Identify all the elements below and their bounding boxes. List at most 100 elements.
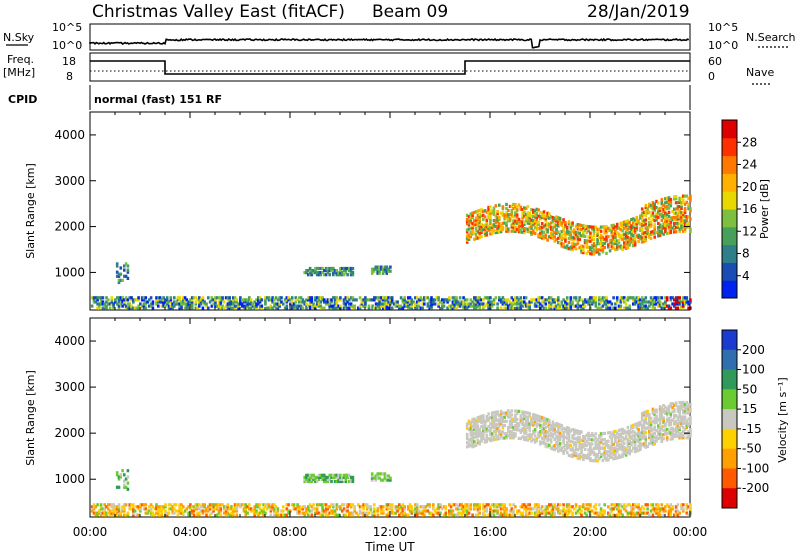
data-cell: [667, 423, 671, 427]
data-cell: [594, 296, 598, 300]
colorbar-swatch: [722, 262, 737, 281]
data-cell: [576, 437, 580, 442]
data-cell: [517, 219, 521, 223]
data-cell: [610, 451, 614, 455]
data-cell: [590, 250, 594, 254]
data-cell: [657, 505, 660, 509]
data-cell: [328, 266, 331, 271]
data-cell: [610, 439, 614, 443]
data-cell: [674, 302, 678, 306]
data-cell: [233, 505, 237, 509]
data-cell: [326, 266, 330, 271]
data-cell: [551, 228, 555, 232]
data-cell: [335, 302, 339, 306]
data-cell: [526, 426, 530, 430]
data-cell: [103, 507, 106, 511]
data-cell: [480, 235, 483, 239]
data-cell: [532, 437, 535, 442]
data-cell: [373, 306, 376, 310]
data-cell: [271, 505, 274, 509]
data-cell: [407, 300, 410, 304]
data-cell: [674, 306, 678, 310]
data-cell: [596, 459, 599, 463]
data-cell: [221, 306, 224, 310]
data-cell: [512, 425, 515, 430]
data-cell: [539, 217, 542, 221]
data-cell: [674, 207, 678, 211]
data-cell: [637, 432, 640, 436]
data-cell: [521, 503, 524, 507]
data-cell: [324, 477, 328, 481]
data-cell: [262, 503, 265, 507]
data-cell: [237, 503, 240, 507]
data-cell: [637, 507, 640, 511]
data-cell: [139, 302, 142, 306]
data-cell: [617, 232, 621, 236]
data-cell: [619, 221, 623, 225]
data-cell: [444, 513, 448, 517]
data-cell: [414, 509, 417, 513]
data-cell: [448, 296, 451, 300]
data-cell: [615, 505, 619, 509]
data-cell: [490, 423, 494, 428]
data-cell: [501, 419, 505, 424]
data-cell: [639, 447, 642, 451]
data-cell: [615, 222, 619, 226]
data-cell: [269, 298, 273, 302]
data-cell: [658, 509, 662, 513]
data-cell: [605, 450, 608, 454]
data-cell: [562, 509, 565, 513]
data-cell: [340, 266, 344, 271]
nave-tick-top: 60: [708, 55, 722, 68]
data-cell: [567, 220, 571, 224]
data-cell: [510, 425, 514, 429]
data-cell: [328, 477, 331, 481]
data-cell: [632, 446, 635, 450]
data-cell: [562, 451, 565, 455]
data-cell: [551, 426, 555, 430]
data-cell: [573, 430, 576, 434]
data-cell: [501, 300, 505, 304]
data-cell: [515, 424, 519, 428]
data-cell: [285, 306, 289, 310]
data-cell: [560, 446, 564, 451]
data-cell: [582, 443, 585, 447]
data-cell: [351, 273, 355, 277]
data-cell: [487, 216, 490, 220]
data-cell: [569, 505, 573, 509]
data-cell: [173, 503, 176, 507]
data-cell: [607, 245, 610, 249]
data-cell: [685, 194, 689, 198]
data-cell: [651, 436, 655, 440]
data-cell: [217, 505, 221, 509]
data-cell: [678, 409, 681, 413]
data-cell: [501, 302, 505, 306]
data-cell: [580, 223, 583, 228]
data-cell: [226, 503, 230, 507]
data-cell: [607, 445, 610, 449]
data-cell: [507, 306, 510, 310]
data-cell: [503, 509, 506, 513]
data-cell: [635, 439, 639, 443]
data-cell: [196, 511, 199, 515]
data-cell: [644, 206, 648, 210]
data-cell: [519, 296, 523, 300]
data-cell: [612, 434, 615, 438]
data-cell: [532, 413, 535, 417]
data-cell: [564, 427, 567, 431]
data-cell: [274, 505, 278, 509]
data-cell: [328, 298, 331, 302]
data-cell: [614, 231, 617, 235]
data-cell: [524, 227, 528, 231]
data-cell: [160, 505, 164, 509]
data-cell: [485, 225, 489, 229]
data-cell: [524, 411, 528, 415]
data-cell: [621, 225, 624, 229]
data-cell: [646, 411, 649, 415]
data-cell: [633, 433, 637, 437]
data-cell: [680, 221, 683, 225]
data-cell: [669, 414, 673, 418]
data-cell: [660, 433, 664, 437]
data-cell: [567, 236, 571, 240]
data-cell: [549, 425, 553, 430]
